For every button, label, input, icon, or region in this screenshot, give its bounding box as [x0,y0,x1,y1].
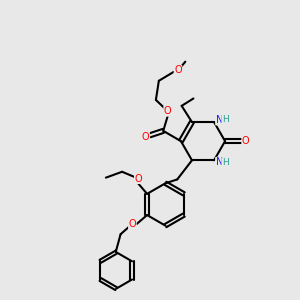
Text: O: O [134,173,142,184]
Text: N: N [216,115,223,125]
Text: O: O [174,65,182,76]
Text: N: N [216,158,223,167]
Text: H: H [222,158,229,167]
Text: O: O [242,136,250,146]
Text: H: H [222,116,229,124]
Text: O: O [142,132,149,142]
Text: O: O [129,219,136,229]
Text: O: O [164,106,172,116]
